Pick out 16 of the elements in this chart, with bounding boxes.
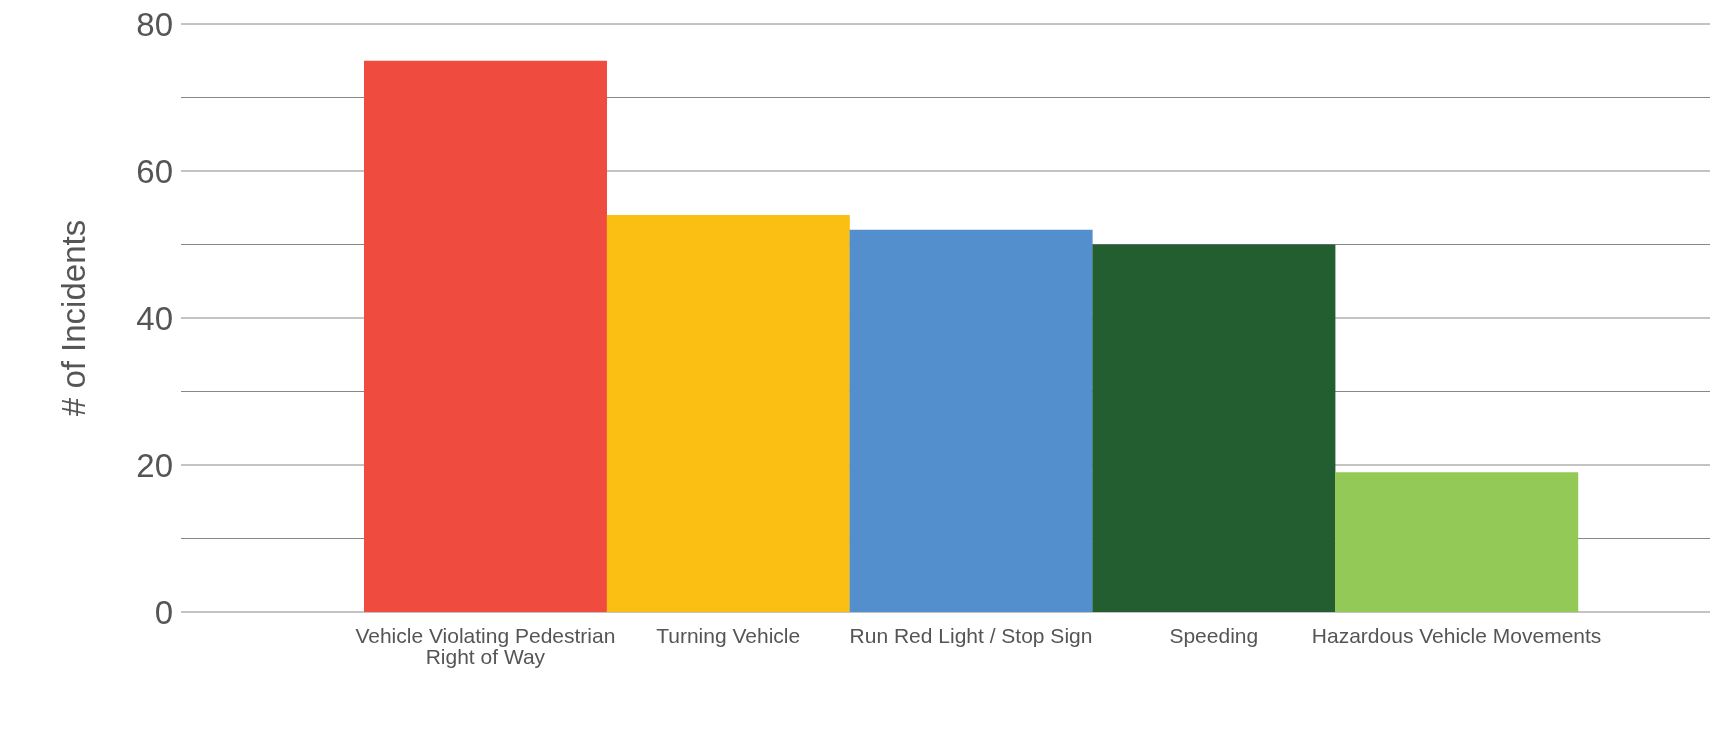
y-tick-label: 20 bbox=[136, 446, 173, 484]
y-axis-title: # of Incidents bbox=[54, 219, 92, 417]
x-tick-label: Turning Vehicle bbox=[656, 623, 801, 647]
x-tick-label: Speeding bbox=[1169, 623, 1259, 647]
bar bbox=[1092, 244, 1336, 612]
bar bbox=[849, 229, 1093, 612]
bar bbox=[606, 215, 850, 612]
bar bbox=[364, 60, 607, 612]
y-tick-label: 60 bbox=[136, 152, 173, 190]
y-tick-label: 40 bbox=[136, 299, 173, 337]
y-tick-label: 0 bbox=[154, 593, 173, 631]
bar bbox=[1335, 472, 1579, 612]
x-tick-label: Run Red Light / Stop Sign bbox=[849, 623, 1093, 647]
x-tick-label: Hazardous Vehicle Movements bbox=[1311, 623, 1602, 647]
y-tick-label: 80 bbox=[136, 5, 173, 43]
x-tick-label: Vehicle Violating Pedestrian Right of Way bbox=[355, 623, 616, 668]
